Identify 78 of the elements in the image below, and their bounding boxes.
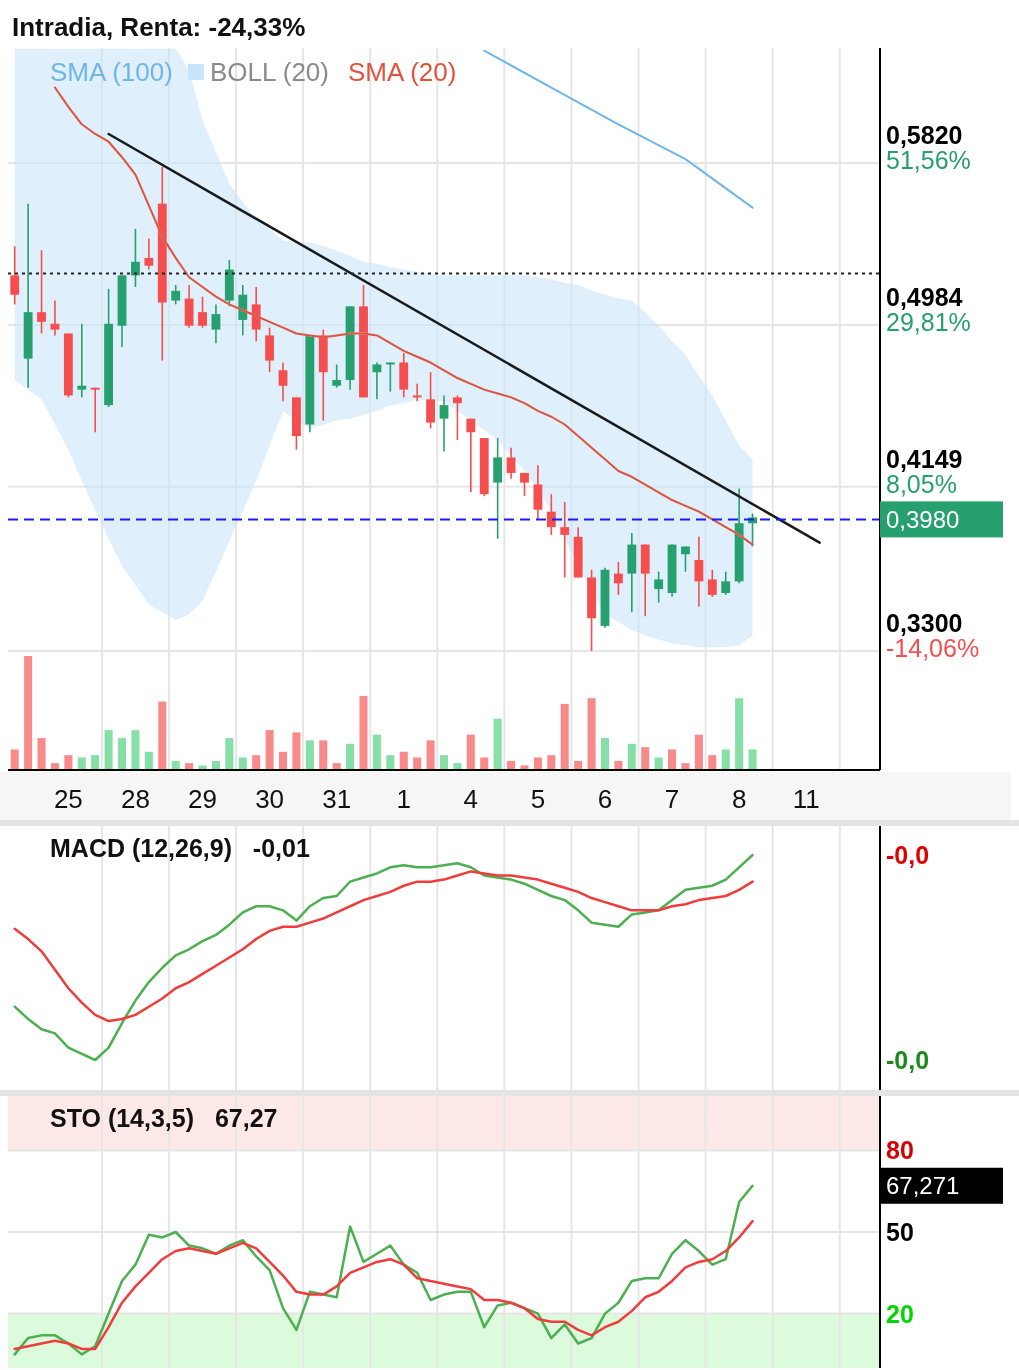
y-tick-label: 20 — [886, 1299, 914, 1328]
bar — [198, 765, 207, 770]
bar — [466, 734, 475, 770]
y-tick-label: 0,5820 — [886, 121, 963, 150]
bar — [158, 701, 167, 770]
y-tick-label: 0,4984 — [886, 282, 963, 311]
x-tick-label: 5 — [530, 784, 546, 814]
text: -0,0 — [886, 1046, 930, 1074]
chart-title: Intradia, Renta: -24,33% — [12, 12, 306, 42]
x-tick-label: 29 — [188, 784, 217, 814]
bar — [346, 743, 355, 770]
bar — [386, 755, 395, 770]
text: SMA (100) — [50, 57, 173, 87]
bar — [627, 743, 636, 770]
bar — [64, 755, 73, 770]
text: SMA (20) — [348, 57, 457, 87]
bar — [265, 730, 274, 770]
legend-label: BOLL (20) — [210, 57, 329, 87]
x-tick-label: 8 — [731, 784, 747, 814]
bar — [493, 718, 502, 770]
y-tick-label: 50 — [886, 1218, 914, 1246]
x-tick-label: 25 — [53, 784, 83, 814]
x-tick-label: 28 — [120, 784, 150, 814]
bar — [426, 740, 435, 770]
bar — [305, 740, 314, 770]
line-series — [13, 1184, 754, 1356]
bar — [144, 751, 153, 770]
bar — [681, 763, 690, 770]
bar — [319, 740, 328, 770]
bar — [480, 757, 489, 770]
text: 67,271 — [886, 1172, 960, 1200]
bar — [547, 755, 556, 770]
bar — [77, 757, 86, 770]
bar — [131, 730, 140, 770]
bar — [118, 738, 127, 770]
x-tick-label: 6 — [597, 784, 613, 814]
bar — [10, 749, 19, 770]
line-series — [13, 1219, 754, 1351]
x-tick-label: 7 — [664, 784, 680, 814]
chart-title: MACD (12,26,9) -0,01 — [50, 834, 310, 862]
x-tick-label: 31 — [322, 784, 352, 814]
ref-line-label: 0,3980 — [886, 505, 960, 533]
x-tick-label: 1 — [396, 784, 411, 814]
x-tick-label: 11 — [792, 784, 820, 814]
bar — [399, 751, 408, 770]
y-tick-label: 80 — [886, 1136, 914, 1165]
bar — [292, 732, 301, 770]
bar — [735, 698, 744, 770]
chart-title: STO (14,3,5) 67,27 — [50, 1104, 278, 1132]
bar — [748, 749, 757, 770]
bar — [654, 757, 663, 770]
y-tick-label: 0,3300 — [886, 609, 963, 638]
bar — [708, 755, 717, 770]
bar — [104, 730, 113, 770]
y-tick-label: 0,4149 — [886, 444, 963, 473]
bar — [520, 765, 529, 770]
x-tick-label: 4 — [463, 784, 479, 814]
bar — [721, 749, 730, 770]
x-tick-label: 30 — [255, 784, 285, 814]
bar — [560, 703, 569, 770]
bar — [587, 698, 596, 770]
bar — [278, 751, 288, 770]
bar — [91, 755, 100, 770]
bar — [238, 757, 247, 770]
bar — [24, 656, 33, 770]
bar — [252, 755, 261, 770]
bar — [600, 738, 610, 770]
bar — [694, 734, 703, 770]
bar — [533, 757, 542, 770]
bar — [668, 749, 677, 770]
bar — [225, 738, 234, 770]
bar — [439, 755, 449, 770]
bar — [359, 695, 368, 770]
text: -0,0 — [886, 841, 930, 869]
bar — [641, 747, 650, 770]
bar — [37, 738, 46, 770]
bar — [413, 757, 422, 770]
bar — [372, 734, 381, 770]
